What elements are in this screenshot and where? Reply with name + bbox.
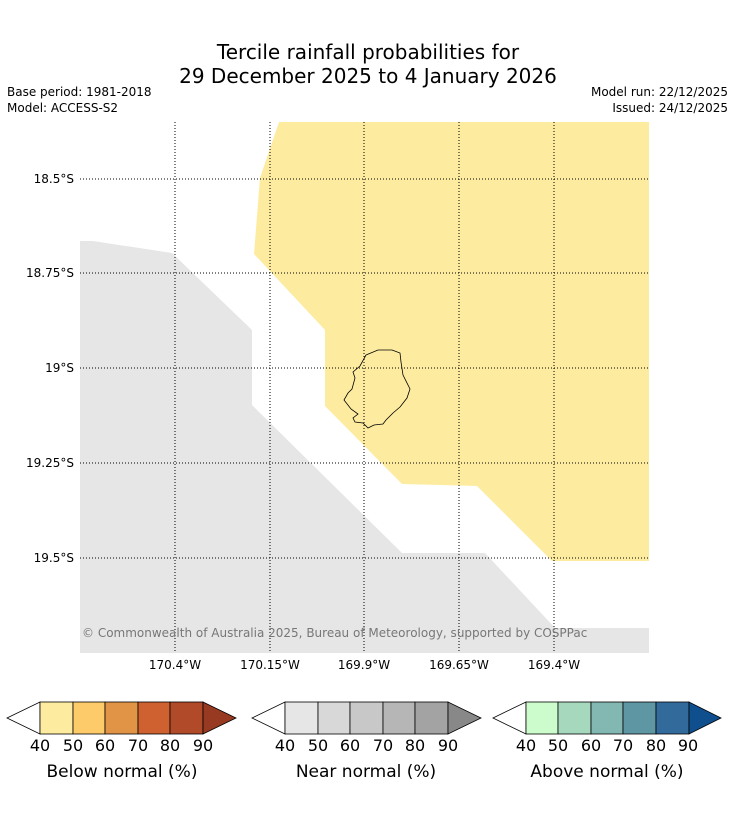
colorbar-above-bin	[525, 701, 559, 735]
colorbar-below-tick: 70	[127, 736, 149, 755]
colorbar-above-low-arrow	[492, 701, 527, 735]
colorbar-near-normal	[251, 701, 482, 735]
lat-label: 18.5°S	[33, 172, 74, 186]
colorbar-below-bin	[169, 701, 204, 735]
colorbar-below-tick: 40	[29, 736, 51, 755]
colorbar-above-bin	[590, 701, 624, 735]
lat-label: 18.75°S	[26, 266, 74, 280]
colorbar-below-tick: 90	[192, 736, 214, 755]
lat-label: 19°S	[45, 361, 74, 375]
colorbar-near-tick: 80	[404, 736, 426, 755]
lon-label: 169.65°W	[429, 658, 489, 672]
colorbar-below-tick: 60	[94, 736, 116, 755]
copyright-notice: © Commonwealth of Australia 2025, Bureau…	[82, 626, 588, 640]
colorbar-near-tick: 40	[274, 736, 296, 755]
colorbar-near-bin	[317, 701, 351, 735]
below-normal-region	[254, 122, 649, 561]
issued-text: Issued: 24/12/2025	[612, 101, 728, 115]
lon-label: 170.4°W	[148, 658, 202, 672]
lon-label: 169.9°W	[337, 658, 391, 672]
colorbar-below-bin	[39, 701, 74, 735]
lon-label: 170.15°W	[240, 658, 300, 672]
colorbar-below-tick: 80	[159, 736, 181, 755]
colorbar-near-bin	[382, 701, 416, 735]
base-period-text: Base period: 1981-2018	[7, 85, 152, 99]
colorbar-near-tick: 60	[339, 736, 361, 755]
map-title-line2: 29 December 2025 to 4 January 2026	[179, 64, 557, 88]
colorbar-above-tick: 90	[677, 736, 699, 755]
colorbar-below-title: Below normal (%)	[46, 762, 198, 782]
colorbar-above-tick: 70	[612, 736, 634, 755]
colorbar-above-tick: 80	[645, 736, 667, 755]
lat-label: 19.25°S	[26, 456, 74, 470]
colorbar-near-low-arrow	[251, 701, 286, 735]
lat-label: 19.5°S	[33, 551, 74, 565]
colorbar-below-bin	[137, 701, 171, 735]
island-outline	[343, 349, 411, 429]
map-title-line1: Tercile rainfall probabilities for	[216, 40, 520, 64]
model-run-text: Model run: 22/12/2025	[590, 85, 728, 99]
colorbar-near-bin	[284, 701, 319, 735]
colorbar-above-high-arrow	[688, 701, 722, 735]
colorbar-above-bin	[557, 701, 592, 735]
colorbar-above-bin	[655, 701, 690, 735]
model-text: Model: ACCESS-S2	[7, 101, 119, 115]
colorbar-above-normal	[492, 701, 722, 735]
colorbar-above-tick: 40	[515, 736, 537, 755]
colorbar-near-bin	[414, 701, 449, 735]
colorbar-near-high-arrow	[447, 701, 482, 735]
colorbar-above-tick: 60	[580, 736, 602, 755]
colorbar-near-bin	[349, 701, 384, 735]
colorbar-near-tick: 50	[307, 736, 329, 755]
colorbar-below-normal	[6, 701, 237, 735]
colorbar-near-tick: 70	[372, 736, 394, 755]
near-normal-region	[80, 241, 649, 653]
colorbar-below-high-arrow	[202, 701, 237, 735]
colorbar-above-tick: 50	[547, 736, 569, 755]
colorbar-above-title: Above normal (%)	[530, 762, 684, 782]
colorbar-below-bin	[104, 701, 139, 735]
colorbar-near-tick: 90	[437, 736, 459, 755]
colorbar-above-bin	[622, 701, 657, 735]
colorbar-near-title: Near normal (%)	[295, 762, 437, 782]
lon-label: 169.4°W	[527, 658, 581, 672]
colorbar-below-bin	[72, 701, 106, 735]
colorbar-below-tick: 50	[62, 736, 84, 755]
colorbar-below-low-arrow	[6, 701, 41, 735]
